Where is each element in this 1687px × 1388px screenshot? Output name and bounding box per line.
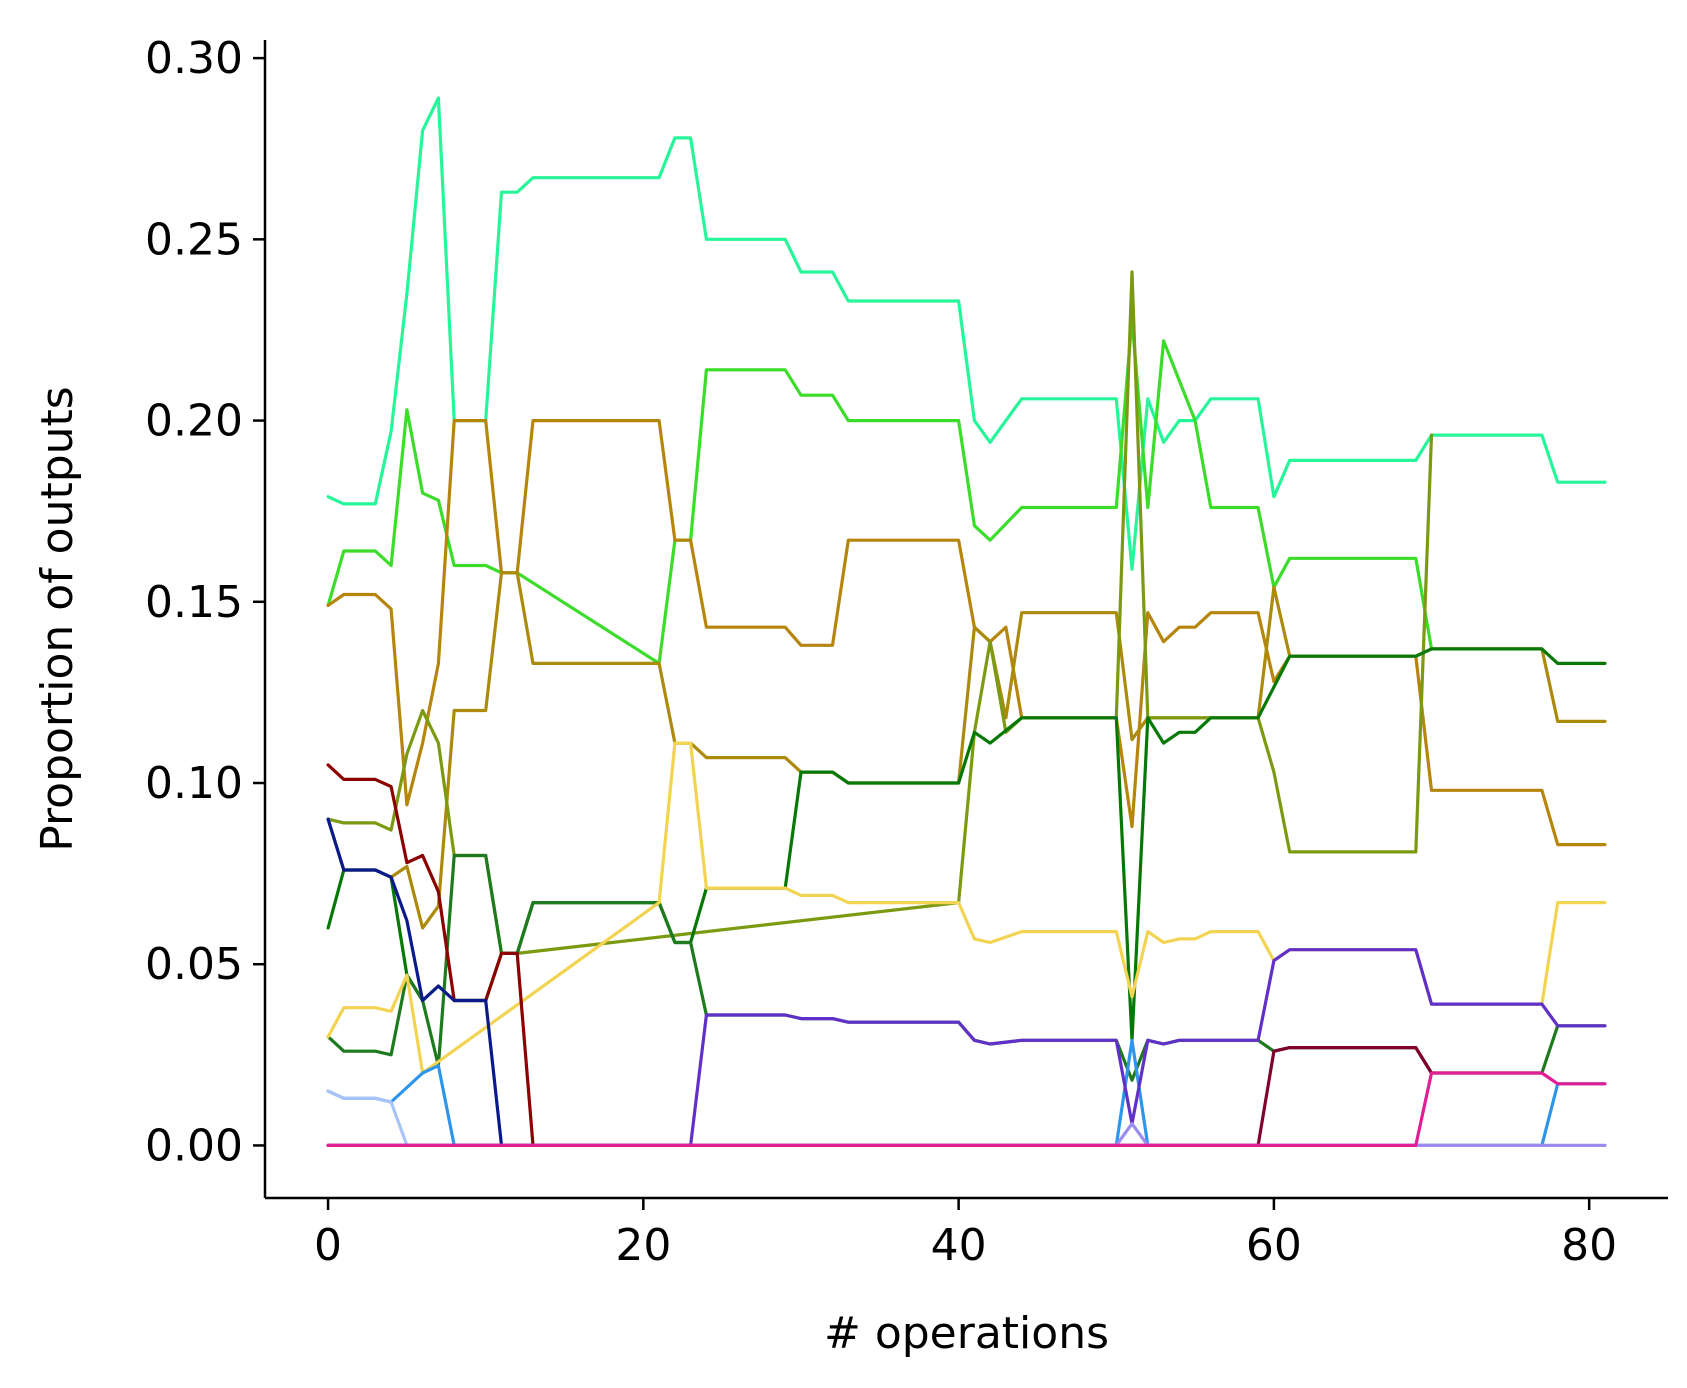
x-tick-label: 0 bbox=[314, 1220, 342, 1271]
y-tick-label: 0.10 bbox=[145, 758, 243, 809]
y-tick-label: 0.05 bbox=[145, 939, 243, 990]
axes bbox=[263, 40, 1668, 1200]
y-tick-label: 0.15 bbox=[145, 577, 243, 628]
x-axis-label: # operations bbox=[824, 1308, 1109, 1359]
y-tick-label: 0.25 bbox=[145, 214, 243, 265]
series-line-11 bbox=[326, 1038, 1607, 1148]
x-tick-label: 20 bbox=[615, 1220, 671, 1271]
x-ticks: 0 20 40 60 80 bbox=[314, 1198, 1617, 1271]
series-line-9 bbox=[326, 763, 535, 1148]
x-tick-label: 40 bbox=[931, 1220, 987, 1271]
series-line-3 bbox=[326, 419, 1607, 847]
y-tick-label: 0.20 bbox=[145, 396, 243, 447]
x-tick-label: 60 bbox=[1246, 1220, 1302, 1271]
plot-area bbox=[326, 96, 1607, 1148]
y-tick-label: 0.00 bbox=[145, 1120, 243, 1171]
series-line-5 bbox=[326, 270, 1434, 956]
series-line-12 bbox=[326, 1089, 409, 1148]
series-line-13 bbox=[326, 948, 1607, 1148]
series-line-1 bbox=[326, 96, 1607, 571]
series-line-4 bbox=[326, 571, 1607, 930]
series-line-10 bbox=[326, 817, 504, 1148]
series-line-15 bbox=[326, 1122, 1607, 1148]
y-tick-label: 0.30 bbox=[145, 33, 243, 84]
x-tick-label: 80 bbox=[1561, 1220, 1617, 1271]
y-ticks: 0.00 0.05 0.10 0.15 0.20 0.25 0.30 bbox=[145, 33, 265, 1171]
y-axis-label: Proportion of outputs bbox=[32, 386, 83, 851]
series-line-16 bbox=[326, 1071, 1607, 1148]
series-line-8 bbox=[326, 741, 1607, 1075]
series-line-2 bbox=[326, 317, 1434, 666]
